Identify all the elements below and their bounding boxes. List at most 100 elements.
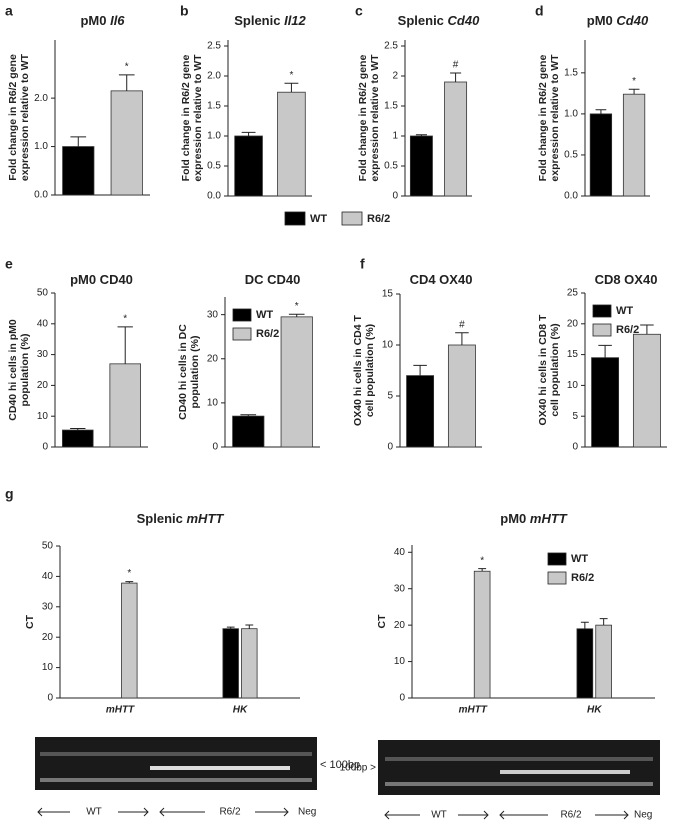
chart-title-text: CD8 OX40: [595, 272, 658, 287]
panel-letter: a: [5, 3, 13, 19]
chart-title-text: Splenic: [137, 511, 187, 526]
error-bar: [478, 568, 487, 572]
chart-title: pM0 mHTT: [500, 511, 568, 526]
gel-band: [500, 770, 630, 774]
bar: [109, 363, 141, 448]
y-tick-label: 20: [207, 353, 219, 364]
y-tick-label: 2.5: [207, 41, 221, 52]
legend-label: R6/2: [571, 572, 594, 584]
bar: [622, 93, 646, 197]
panel-letter: c: [355, 3, 363, 19]
y-axis-label: CD40 hi cells in DC: [177, 324, 189, 420]
chart-title-italic: Cd40: [616, 13, 649, 28]
gel-lane-label: R6/2: [219, 807, 241, 818]
y-tick-label: 0: [572, 442, 578, 453]
significance-mark: *: [632, 76, 636, 87]
legend-swatch: [232, 327, 252, 341]
error-bar: [580, 621, 589, 629]
chart-title-italic: mHTT: [187, 511, 225, 526]
legend-swatch: [341, 211, 363, 226]
gel-band: [150, 766, 290, 770]
y-axis-label: cell population (%): [549, 323, 561, 416]
chart-title: Splenic Il12: [234, 13, 306, 28]
x-tick-label: HK: [587, 705, 602, 716]
bar: [576, 628, 594, 699]
panel-letter: d: [535, 3, 544, 19]
significance-mark: *: [127, 568, 131, 579]
error-bar: [595, 109, 607, 114]
y-tick-label: 25: [567, 288, 579, 299]
bar: [280, 316, 313, 448]
chart-title-text: DC CD40: [245, 272, 301, 287]
error-bar: [245, 624, 254, 629]
error-bar: [70, 428, 86, 431]
bar: [110, 90, 143, 196]
y-tick-label: 10: [567, 380, 579, 391]
chart-title-italic: Il12: [284, 13, 306, 28]
gel-band: [40, 752, 312, 756]
y-tick-label: 10: [382, 340, 394, 351]
bar: [234, 135, 263, 197]
bar: [589, 113, 613, 197]
y-tick-label: 0: [212, 442, 218, 453]
error-bar: [117, 326, 133, 364]
lane-arrows: [37, 807, 629, 820]
error-bar: [240, 414, 257, 417]
significance-mark: *: [123, 314, 127, 325]
bar: [222, 628, 239, 699]
bar: [277, 91, 306, 197]
y-tick-label: 2.0: [34, 93, 48, 104]
y-axis-label: OX40 hi cells in CD8 T: [537, 314, 549, 425]
bar: [595, 624, 612, 699]
chart-title: pM0 CD40: [70, 272, 133, 287]
error-bar: [118, 74, 135, 91]
significance-mark: #: [459, 319, 465, 330]
legend-label: R6/2: [616, 324, 639, 336]
significance-mark: #: [453, 60, 459, 71]
error-bar: [70, 136, 87, 147]
y-axis-label: cell population (%): [364, 324, 376, 417]
chart-title: CD8 OX40: [595, 272, 658, 287]
y-tick-label: 0: [387, 442, 393, 453]
panel-letter: g: [5, 486, 14, 502]
bar: [409, 135, 433, 197]
legend-swatch: [232, 308, 252, 322]
y-tick-label: 1.5: [207, 101, 221, 112]
y-tick-label: 0.0: [564, 191, 578, 202]
y-tick-label: 10: [42, 662, 54, 673]
chart-title-text: pM0: [80, 13, 110, 28]
gel-lane-label: WT: [431, 810, 447, 821]
y-tick-label: 10: [37, 411, 49, 422]
error-bar: [241, 131, 256, 136]
gel-lane-label: R6/2: [560, 810, 582, 821]
error-bar: [415, 134, 427, 136]
significance-mark: *: [289, 70, 293, 81]
y-tick-label: 30: [394, 583, 406, 594]
chart-title: pM0 Cd40: [587, 13, 649, 28]
bar: [241, 628, 258, 699]
y-axis-label: Fold change in R6/2 gene: [357, 55, 369, 182]
y-tick-label: 10: [394, 656, 406, 667]
y-tick-label: 2.5: [384, 41, 398, 52]
chart-title: Splenic mHTT: [137, 511, 225, 526]
gel-image: [378, 740, 660, 795]
y-tick-label: 15: [567, 349, 579, 360]
error-bar: [284, 82, 299, 93]
y-axis-label: CD40 hi cells in pM0: [7, 319, 19, 421]
y-tick-label: 5: [572, 411, 578, 422]
y-tick-label: 1.0: [207, 131, 221, 142]
y-tick-label: 15: [382, 289, 394, 300]
chart-title-text: CD4 OX40: [410, 272, 473, 287]
chart-title-italic: Cd40: [448, 13, 481, 28]
y-axis-label: population (%): [19, 334, 31, 407]
chart-title: pM0 Il6: [80, 13, 125, 28]
y-tick-label: 10: [207, 398, 219, 409]
y-tick-label: 0.5: [384, 161, 398, 172]
y-tick-label: 0: [399, 693, 405, 704]
y-tick-label: 2.0: [207, 71, 221, 82]
y-tick-label: 2: [392, 71, 398, 82]
error-bar: [413, 364, 427, 376]
chart-title-text: Splenic: [234, 13, 284, 28]
y-tick-label: 0: [42, 442, 48, 453]
